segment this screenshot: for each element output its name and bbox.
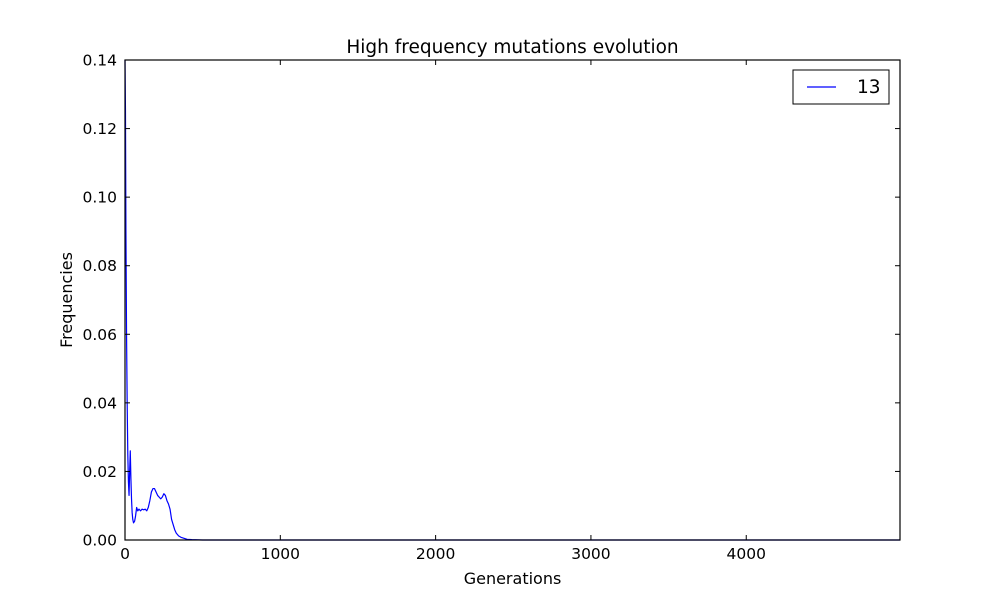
legend-label-13: 13 (857, 77, 881, 98)
plot-frame (124, 59, 901, 541)
x-tick-label: 0 (120, 545, 130, 563)
y-tick-label: 0.06 (82, 326, 117, 344)
chart-title: High frequency mutations evolution (346, 37, 678, 58)
labels-layer: 0 1000 2000 3000 4000 0.00 0.02 0.04 0.06 0.08 0.1… (82, 52, 765, 564)
y-tick-label: 0.02 (82, 463, 117, 481)
x-tick-label: 2000 (416, 545, 455, 563)
y-axis-title: Frequencies (57, 252, 76, 348)
x-tick-label: 3000 (571, 545, 610, 563)
y-tick-label: 0.14 (82, 52, 117, 70)
legend: 13 (792, 69, 890, 105)
plot-area (125, 60, 900, 540)
y-tick-label: 0.04 (82, 394, 117, 412)
series-line-13 (124, 59, 900, 541)
y-tick-label: 0.12 (82, 120, 117, 138)
x-tick-label: 4000 (727, 545, 766, 563)
series-layer (124, 59, 900, 541)
y-tick-label: 0.00 (82, 532, 117, 550)
y-tick-label: 0.08 (82, 257, 117, 275)
x-tick-label: 1000 (261, 545, 300, 563)
x-axis-title: Generations (464, 569, 562, 588)
y-tick-label: 0.10 (82, 189, 117, 207)
